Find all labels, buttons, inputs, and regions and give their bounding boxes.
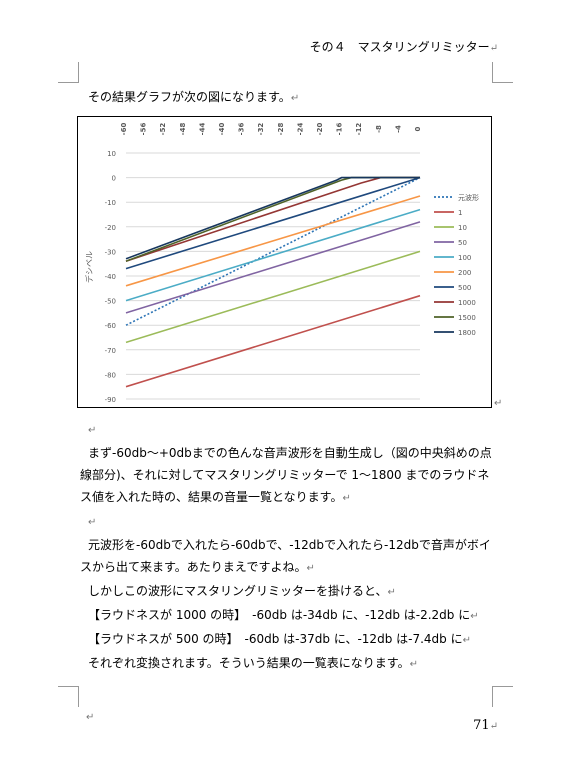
header-return-mark: ↵: [489, 43, 498, 54]
loudness-chart: 100-10-20-30-40-50-60-70-80-90-60 -56 -52-…: [84, 123, 479, 404]
y-tick-label: -20: [105, 224, 116, 232]
x-tick-label: -12: [355, 123, 363, 136]
intro-text: その結果グラフが次の図になります。: [88, 90, 291, 104]
paragraph-1-line-1: まず-60db～+0dbまでの色んな音声波形を自動生成し（図の中央斜めの点: [88, 446, 492, 460]
page-header: その４ マスタリングリミッター↵: [310, 38, 498, 55]
series-line-1000: [125, 176, 420, 262]
x-tick-label: -60: [120, 123, 128, 136]
legend-label-10: 10: [458, 224, 467, 232]
paragraph-2-line-1: 元波形を-60dbで入れたら-60dbで、-12dbで入れたら-12dbで音声が…: [88, 538, 491, 552]
x-tick-label: -24: [296, 123, 304, 136]
y-tick-label: 10: [107, 150, 116, 158]
series-line-1500: [125, 176, 420, 262]
crop-mark-bottom-left: [58, 686, 79, 707]
series-line-100: [125, 208, 421, 302]
x-tick-label: -28: [277, 123, 285, 136]
x-tick-label: -8: [375, 125, 383, 133]
paragraph-2-line-2: スから出て来ます。あたりまえですよね。: [80, 560, 307, 574]
x-tick-label: -44: [198, 123, 206, 136]
y-tick-label: -40: [105, 273, 116, 281]
legend-label-200: 200: [458, 269, 471, 277]
x-tick-label: -32: [257, 123, 265, 136]
y-tick-label: -70: [105, 347, 116, 355]
blank-line-1[interactable]: ↵: [88, 425, 97, 436]
y-tick-label: -10: [105, 199, 116, 207]
legend-label-500: 500: [458, 284, 471, 292]
x-tick-label: -4: [394, 125, 402, 133]
x-tick-label: -52: [159, 123, 167, 136]
series-line-500: [125, 176, 421, 270]
paragraph-4: 【ラウドネスが 1000 の時】 -60db は-34db に、-12db は-…: [88, 608, 471, 622]
x-tick-label: -16: [336, 123, 344, 136]
x-tick-label: -40: [218, 123, 226, 136]
legend-label-1000: 1000: [458, 299, 476, 307]
header-text: その４ マスタリングリミッター: [309, 40, 490, 54]
y-tick-label: -30: [105, 248, 116, 256]
series-line-200: [125, 195, 421, 287]
y-tick-label: -90: [105, 396, 116, 404]
series-line-1: [125, 294, 421, 388]
legend-label-1: 1: [458, 209, 462, 217]
chart-return-mark: ↵: [494, 398, 503, 409]
series-line-1800: [125, 176, 420, 260]
legend-label-50: 50: [458, 239, 467, 247]
legend-label-元波形: 元波形: [458, 193, 479, 202]
x-tick-label: -36: [238, 123, 246, 136]
paragraph-1[interactable]: まず-60db～+0dbまでの色んな音声波形を自動生成し（図の中央斜めの点 線部…: [80, 442, 495, 676]
page-number: 71↵: [473, 718, 498, 733]
x-tick-label: -20: [316, 123, 324, 136]
x-tick-label: -56: [140, 123, 148, 136]
series-line-50: [125, 221, 421, 314]
legend-label-1500: 1500: [458, 314, 476, 322]
x-tick-label: -48: [179, 123, 187, 136]
paragraph-1-line-2: 線部分)、それに対してマスタリングリミッターで 1～1800 までのラウドネ: [80, 468, 490, 482]
y-tick-label: -80: [105, 371, 116, 379]
crop-mark-top-right: [492, 62, 513, 83]
chart-frame[interactable]: 10 0 -10 -20 -30 -40 -50 -60 -70 -80 -90 -60 -56 -52-…: [77, 116, 492, 408]
intro-paragraph[interactable]: その結果グラフが次の図になります。↵: [88, 86, 498, 110]
paragraph-3: しかしこの波形にマスタリングリミッターを掛けると、: [88, 584, 388, 598]
paragraph-6: それぞれ変換されます。そういう結果の一覧表になります。: [88, 656, 410, 670]
series-line-10: [125, 250, 421, 344]
crop-mark-bottom-right: [492, 686, 513, 707]
paragraph-5: 【ラウドネスが 500 の時】 -60db は-37db に、-12db は-7…: [88, 632, 463, 646]
series-line-元波形: [125, 176, 421, 326]
paragraph-1-line-3: ス値を入れた時の、結果の音量一覧となります。: [80, 490, 343, 504]
x-tick-label: 0: [414, 126, 422, 131]
intro-return-mark: ↵: [290, 93, 300, 104]
footer-return-mark: ↵: [86, 712, 95, 723]
legend-label-1800: 1800: [458, 329, 476, 337]
y-tick-label: -60: [105, 322, 116, 330]
y-tick-label: -50: [105, 298, 116, 306]
legend-label-100: 100: [458, 254, 471, 262]
crop-mark-top-left: [58, 62, 79, 83]
blank-line-2: ↵: [88, 517, 97, 528]
y-axis-label: デシベル: [84, 251, 94, 283]
y-tick-label: 0: [112, 175, 116, 183]
